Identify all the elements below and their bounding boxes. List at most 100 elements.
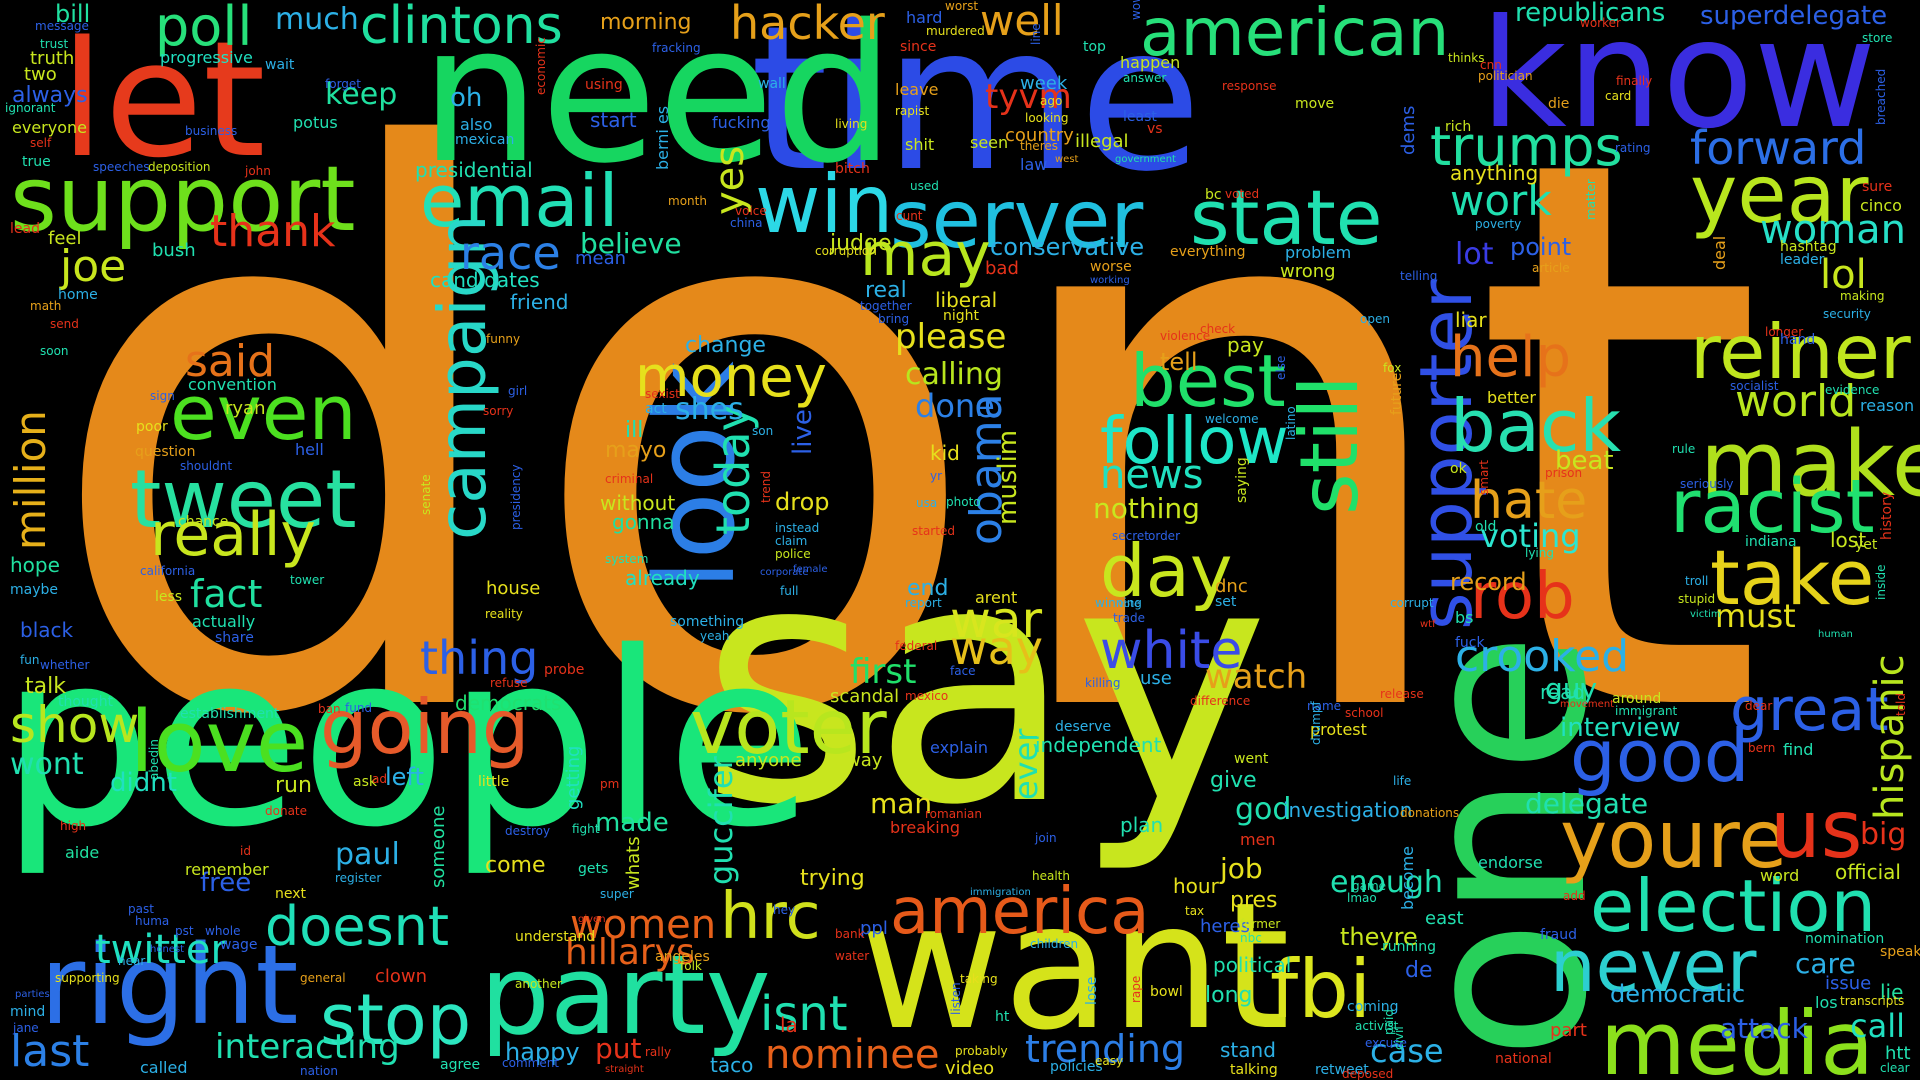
word-saying: saying — [1234, 457, 1250, 503]
word-speeches: speeches — [93, 160, 150, 174]
word-problem: problem — [1285, 243, 1352, 262]
word-act: act — [645, 401, 667, 417]
word-jane: jane — [13, 1021, 39, 1035]
word-win: win — [755, 158, 894, 251]
word-rob: rob — [1470, 560, 1575, 634]
word-fuck: fuck — [1455, 635, 1485, 651]
word-know: know — [1480, 0, 1877, 162]
word-join: join — [1035, 831, 1057, 845]
word-hashtag: hashtag — [1780, 239, 1837, 255]
word-stop: stop — [320, 979, 472, 1061]
word-water: water — [835, 949, 870, 963]
word-bank: bank — [835, 927, 865, 941]
word-violence: violence — [1160, 329, 1211, 343]
word-still: still — [1283, 375, 1376, 515]
word-system: system — [605, 552, 649, 566]
word-shes: shes — [675, 392, 744, 427]
word-hope: hope — [10, 553, 60, 577]
word-seriously: seriously — [1680, 477, 1734, 491]
word-nothing: nothing — [1093, 492, 1200, 525]
word-may: may — [860, 220, 991, 290]
word-abedin: abedin — [147, 739, 161, 780]
word-bc: bc — [1205, 187, 1222, 203]
word-criminal: criminal — [605, 472, 654, 486]
word-pm: pm — [600, 777, 620, 791]
word-matter: matter — [1584, 179, 1598, 220]
word-move: move — [1295, 96, 1335, 112]
word-de: de — [1405, 958, 1433, 983]
word-called: called — [140, 1058, 188, 1077]
word-doesnt: doesnt — [265, 895, 450, 958]
word-bad: bad — [985, 258, 1019, 279]
word-end: end — [907, 576, 949, 601]
word-history: history — [1879, 491, 1895, 540]
word-good: good — [1570, 714, 1750, 798]
word-thought: thought — [58, 694, 114, 710]
word-crooked: crooked — [1455, 631, 1630, 682]
word-told: told — [1894, 693, 1908, 716]
word-deal: deal — [1710, 235, 1729, 270]
word-welcome: welcome — [1205, 412, 1259, 426]
word-made: made — [595, 808, 669, 838]
word-job: job — [1220, 852, 1263, 885]
word-name: name — [1307, 699, 1342, 713]
word-nation: nation — [300, 1064, 338, 1078]
word-start: start — [590, 108, 637, 132]
word-also: also — [460, 115, 493, 134]
word-gets: gets — [578, 861, 609, 877]
word-wall: wall — [758, 76, 786, 92]
word-folk: folk — [680, 959, 702, 973]
word-hate: hate — [1470, 471, 1588, 531]
word-hour: hour — [1173, 874, 1219, 898]
word-prison: prison — [1545, 466, 1583, 480]
word-immigration: immigration — [970, 887, 1031, 898]
word-clear: clear — [1880, 1061, 1910, 1075]
word-wont: wont — [10, 747, 84, 782]
word-indiana: indiana — [1745, 534, 1797, 550]
word-next: next — [275, 886, 307, 902]
word-drop: drop — [775, 488, 830, 516]
word-potus: potus — [293, 113, 338, 132]
word-first: first — [850, 652, 917, 692]
word-left: left — [385, 763, 424, 791]
word-usa: usa — [916, 496, 938, 510]
word-independent: independent — [1035, 733, 1162, 757]
word-actually: actually — [192, 612, 256, 631]
word-theyre: theyre — [1340, 923, 1418, 951]
word-rapist: rapist — [895, 104, 930, 118]
word-cnn: cnn — [1480, 58, 1502, 72]
word-agree: agree — [440, 1057, 481, 1073]
word-breached: breached — [1874, 68, 1888, 125]
word-release: release — [1380, 687, 1424, 701]
word-million: million — [6, 410, 55, 550]
word-honest: honest — [150, 944, 185, 955]
word-report: report — [905, 596, 942, 610]
word-men: men — [1240, 830, 1276, 849]
word-rape: rape — [1129, 975, 1143, 1003]
word-murdered: murdered — [926, 24, 985, 38]
word-hear: hear — [118, 954, 146, 968]
word-trend: trend — [759, 471, 773, 503]
word-reiner: reiner — [1690, 308, 1911, 396]
word-please: please — [895, 317, 1007, 357]
word-election: election — [1590, 864, 1877, 948]
word-people: people — [0, 600, 814, 880]
word-media: media — [1600, 992, 1875, 1080]
word-ppl: ppl — [860, 918, 888, 939]
word-son: son — [752, 424, 774, 438]
word-reason: reason — [1860, 396, 1915, 415]
word-dems: dems — [1398, 105, 1419, 155]
word-leave: leave — [895, 80, 939, 99]
word-sure: sure — [1862, 179, 1893, 195]
word-interview: interview — [1560, 713, 1681, 743]
word-old: old — [1475, 519, 1497, 535]
word-shit: shit — [905, 135, 935, 154]
word-making: making — [1840, 289, 1885, 303]
word-lead: lead — [10, 221, 40, 237]
word-morning: morning — [600, 10, 692, 35]
word-john: john — [245, 164, 271, 178]
word-interacting: interacting — [215, 1027, 400, 1067]
word-wait: wait — [265, 57, 295, 73]
word-sign: sign — [150, 389, 175, 403]
word-man: man — [870, 787, 933, 820]
